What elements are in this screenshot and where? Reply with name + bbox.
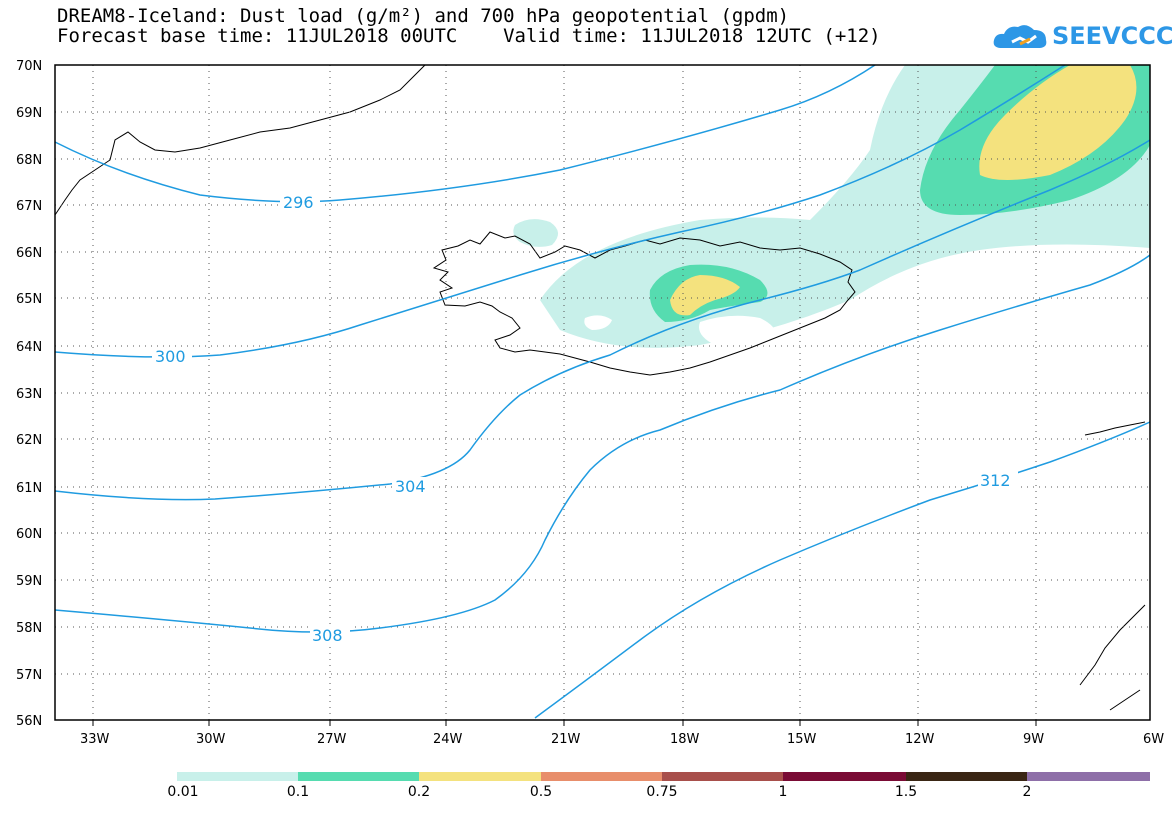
lat-label: 66N [16,246,42,261]
lat-label: 57N [16,668,42,683]
colorbar-label: 1 [778,784,788,800]
colorbar-label: 0.1 [286,784,310,800]
lat-label: 62N [16,433,42,448]
longitude-labels: 33W 30W 27W 24W 21W 18W 15W 12W 9W 6W [80,732,1164,747]
axis-ticks [92,720,1037,726]
lat-label: 67N [16,199,42,214]
dust-shading [513,65,1150,349]
lat-label: 69N [16,106,42,121]
colorbar-segment [298,772,419,781]
lat-label: 64N [16,340,42,355]
colorbar-label: 0.75 [646,784,678,800]
lat-label: 61N [16,481,42,496]
dust-level-0-2-iceland [670,275,740,316]
lon-label: 21W [551,732,581,747]
colorbar-segment [906,772,1027,781]
colorbar-segment [419,772,541,781]
lon-label: 9W [1023,732,1044,747]
logo-text: SEEVCCC [1052,22,1174,50]
lat-label: 70N [16,59,42,74]
lon-label: 18W [670,732,700,747]
colorbar-label: 2 [1022,784,1032,800]
cloud-icon [993,25,1047,48]
greenland-coastline [54,64,426,216]
contour-label-304: 304 [395,477,426,496]
lon-label: 33W [80,732,110,747]
contour-304 [54,139,1151,501]
map-subtitle: Forecast base time: 11JUL2018 00UTC Vali… [57,25,881,47]
graticule [55,65,1150,720]
contour-296 [54,64,876,203]
dust-clear-patch [699,315,776,349]
lon-label: 27W [317,732,347,747]
lat-label: 56N [16,714,42,729]
lat-label: 65N [16,292,42,307]
contour-label-312: 312 [980,471,1011,490]
contour-300 [54,64,1066,358]
contour-label-296: 296 [283,193,314,212]
lat-label: 59N [16,574,42,589]
iceland-coastline [432,231,856,376]
norway-coastline-north [1084,421,1146,436]
colorbar-label: 0.5 [529,784,553,800]
coastlines [54,64,1146,711]
lon-label: 15W [787,732,817,747]
lon-label: 6W [1143,732,1164,747]
colorbar-segment [783,772,906,781]
norway-coastline-south [1079,604,1146,711]
contour-label-308: 308 [312,626,343,645]
colorbar-label: 1.5 [894,784,918,800]
colorbar-segment [1027,772,1150,781]
lat-label: 68N [16,153,42,168]
latitude-labels: 70N 69N 68N 67N 66N 65N 64N 63N 62N 61N … [16,59,42,729]
lon-label: 30W [196,732,226,747]
lon-label: 24W [433,732,463,747]
lat-label: 60N [16,527,42,542]
lat-label: 63N [16,387,42,402]
lon-label: 12W [905,732,935,747]
colorbar-segment [177,772,298,781]
contour-labels: 296 300 304 308 312 [152,192,1018,645]
contour-label-300: 300 [155,347,186,366]
dust-level-0-01-west [513,219,559,247]
map-frame [54,64,1151,721]
dust-clear-patch-2 [584,315,612,330]
contour-312 [534,421,1151,719]
geopotential-contours [54,64,1151,719]
map-title: DREAM8-Iceland: Dust load (g/m²) and 700… [57,5,790,27]
lat-label: 58N [16,621,42,636]
colorbar-segment [541,772,662,781]
colorbar-label: 0.2 [407,784,431,800]
dust-level-0-2-ne [979,65,1137,180]
colorbar-segment [662,772,783,781]
colorbar-label: 0.01 [167,784,199,800]
